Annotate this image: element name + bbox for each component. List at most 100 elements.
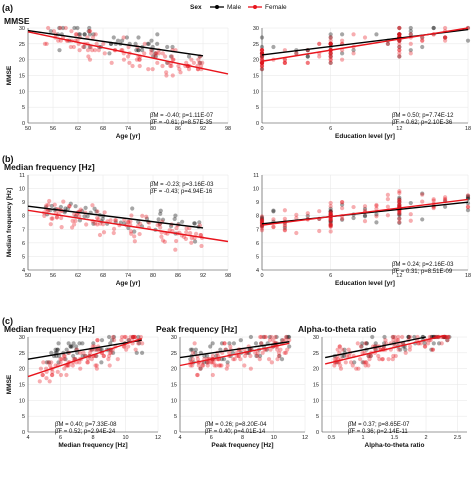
data-point xyxy=(397,54,402,59)
data-point xyxy=(134,350,139,355)
data-point xyxy=(340,217,345,222)
data-point xyxy=(128,334,133,340)
data-point xyxy=(294,216,299,221)
data-point xyxy=(136,48,141,53)
y-tick-label: 30 xyxy=(19,335,25,341)
data-point xyxy=(445,338,450,343)
chart-title: Median frequency [Hz] xyxy=(4,162,95,172)
data-point xyxy=(136,35,141,40)
data-point xyxy=(305,54,310,59)
data-point xyxy=(153,51,158,56)
data-point xyxy=(169,54,175,59)
data-point xyxy=(137,57,142,62)
data-point xyxy=(397,220,402,225)
data-point xyxy=(111,350,116,355)
x-tick-label: 98 xyxy=(225,273,231,279)
data-point xyxy=(374,202,379,208)
x-axis-label: Median frequency [Hz] xyxy=(58,442,127,449)
data-point xyxy=(397,48,402,53)
data-point xyxy=(351,48,356,53)
x-tick-label: 86 xyxy=(175,273,181,279)
data-point xyxy=(280,338,286,343)
stat-female: β̂F = 0.62; p=2.10E-36 xyxy=(392,120,453,126)
data-point xyxy=(294,212,299,217)
data-point xyxy=(69,29,74,34)
data-point xyxy=(271,224,276,230)
data-point xyxy=(111,35,116,40)
y-tick-label: 11 xyxy=(19,173,25,179)
data-point xyxy=(198,63,204,69)
data-point xyxy=(248,334,254,340)
data-point xyxy=(90,203,95,208)
y-tick-label: 20 xyxy=(19,367,25,373)
data-point xyxy=(146,67,151,72)
x-tick-label: 4 xyxy=(26,435,29,441)
data-point xyxy=(259,67,265,72)
data-point xyxy=(190,347,195,352)
data-point xyxy=(178,70,183,75)
data-point xyxy=(305,60,310,65)
stat-male: β̂M = -0.40; p=1.11E-07 xyxy=(150,113,214,119)
data-point xyxy=(282,228,287,233)
data-point xyxy=(210,353,215,359)
data-point xyxy=(102,210,107,215)
data-point xyxy=(94,363,99,368)
data-point xyxy=(87,25,92,31)
data-point xyxy=(328,60,333,65)
data-point xyxy=(210,360,215,365)
data-point xyxy=(108,341,113,346)
data-point xyxy=(400,334,405,340)
x-tick-label: 56 xyxy=(50,273,56,279)
y-tick-label: 10 xyxy=(253,89,259,95)
data-point xyxy=(397,216,402,221)
data-point xyxy=(328,206,333,211)
data-point xyxy=(382,334,387,340)
data-point xyxy=(285,347,290,352)
data-point xyxy=(328,200,333,206)
data-point xyxy=(126,338,131,343)
data-point xyxy=(37,379,42,384)
panel-label-c: (c) xyxy=(2,316,13,326)
chart-panel-1: 0 5 10 15 20 25 30 50 56 62 68 74 80 86 92 98 Age [yr] MM… xyxy=(4,16,231,140)
data-point xyxy=(59,215,64,221)
data-point xyxy=(253,341,259,346)
data-point xyxy=(268,347,273,352)
data-point xyxy=(48,29,53,34)
data-point xyxy=(145,41,150,46)
data-point xyxy=(136,219,141,225)
data-point xyxy=(142,51,147,56)
data-point xyxy=(231,357,236,362)
y-axis-label: Median frequency [Hz] xyxy=(6,188,13,257)
data-point xyxy=(54,215,60,220)
fit-line-female xyxy=(261,198,469,226)
data-point xyxy=(344,353,350,359)
data-point xyxy=(397,48,402,53)
data-point xyxy=(340,32,345,37)
data-point xyxy=(259,48,265,53)
data-point xyxy=(337,344,342,349)
data-point xyxy=(146,41,151,46)
x-tick-label: 2.5 xyxy=(454,435,462,441)
data-point xyxy=(328,51,333,56)
stat-male: β̂M = 0.50; p=7.74E-12 xyxy=(392,113,454,119)
data-point xyxy=(58,372,64,378)
data-point xyxy=(328,217,333,222)
data-point xyxy=(397,32,402,37)
data-point xyxy=(80,341,85,346)
data-point xyxy=(73,218,78,224)
x-axis-label: Age [yr] xyxy=(116,133,141,140)
data-point xyxy=(328,209,333,215)
data-point xyxy=(85,357,91,362)
data-point xyxy=(70,218,75,224)
data-point xyxy=(222,341,227,346)
data-point xyxy=(406,334,411,340)
data-point xyxy=(282,57,287,62)
data-point xyxy=(62,353,67,359)
data-point xyxy=(430,347,435,352)
data-point xyxy=(431,197,436,202)
fit-line-male xyxy=(325,336,427,359)
data-point xyxy=(294,230,299,236)
data-point xyxy=(443,35,448,40)
data-point xyxy=(217,363,222,368)
data-point xyxy=(228,344,233,349)
